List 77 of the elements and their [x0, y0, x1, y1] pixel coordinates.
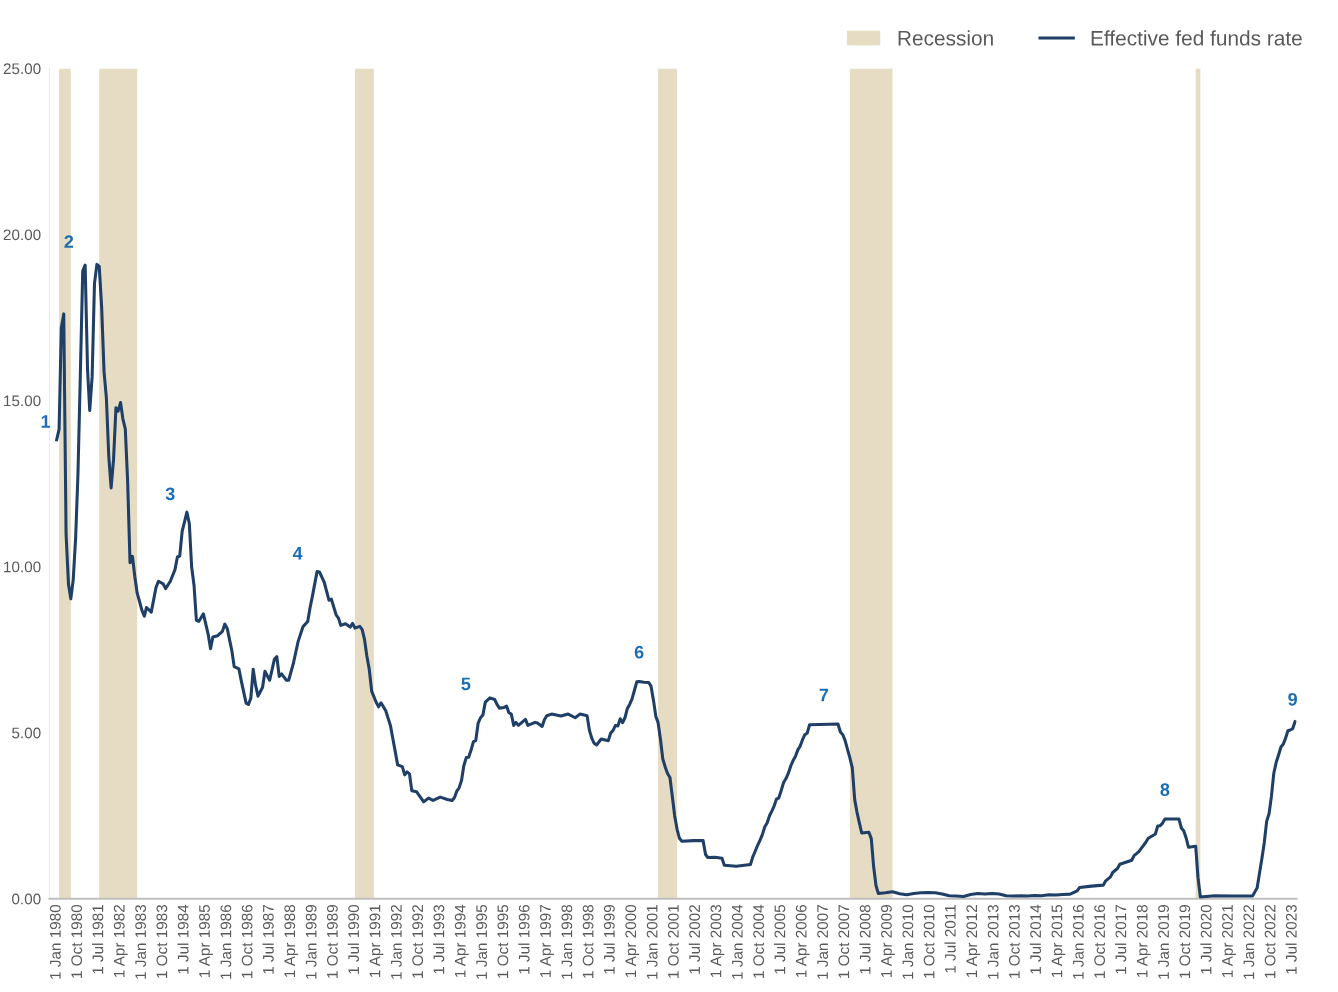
x-tick-label: 1 Jul 1996 — [518, 904, 530, 974]
x-tick-label: 1 Jul 1993 — [433, 904, 445, 974]
x-tick-label: 1 Oct 1998 — [582, 904, 594, 978]
x-tick-label: 1 Jan 2016 — [1072, 904, 1084, 979]
x-tick-label: 1 Jan 1986 — [220, 904, 232, 979]
x-tick-label: 1 Jul 2020 — [1200, 904, 1212, 974]
x-tick-label: 1 Jul 1999 — [603, 905, 615, 974]
x-tick-label: 1 Jan 2022 — [1243, 905, 1255, 979]
annotation: 9 — [1288, 692, 1297, 706]
x-tick-label: 1 Jul 1984 — [177, 904, 189, 974]
annotation: 8 — [1160, 783, 1170, 797]
x-tick-label: 1 Jul 1990 — [347, 904, 360, 974]
x-tick-label: 1 Apr 2015 — [1051, 904, 1066, 978]
x-tick-label: 1 Jul 2011 — [944, 905, 956, 973]
x-tick-label: 1 Oct 2001 — [667, 905, 679, 978]
annotation: 6 — [634, 645, 644, 659]
x-tick-label: 1 Jul 1987 — [262, 905, 274, 974]
x-tick-label: 1 Oct 2016 — [1094, 904, 1106, 978]
x-tick-label: 1 Oct 2013 — [1008, 904, 1020, 978]
x-tick-label: 1 Jul 2017 — [1115, 905, 1127, 974]
annotation: 5 — [461, 677, 471, 691]
x-tick-label: 1 Apr 1997 — [540, 905, 554, 978]
line-series — [55, 262, 1297, 899]
x-tick-label: 1 Jan 1998 — [561, 904, 573, 979]
annotation: 3 — [165, 487, 175, 501]
x-tick-label: 1 Oct 1989 — [326, 905, 338, 978]
x-tick-label: 1 Oct 2022 — [1264, 905, 1276, 978]
x-tick-label: 1 Jul 2014 — [1029, 904, 1042, 974]
x-tick-label: 1 Jul 1981 — [92, 905, 104, 974]
x-tick-label: 1 Oct 1995 — [497, 904, 509, 978]
x-tick-label: 1 Apr 2000 — [625, 904, 640, 978]
x-tick-label: 1 Jul 2005 — [774, 904, 786, 974]
y-tick-label: 25.00 — [3, 63, 41, 75]
y-tick-label: 0.00 — [12, 893, 41, 905]
x-tick-label: 1 Jan 2007 — [817, 905, 828, 979]
x-tick-label: 1 Jan 1992 — [390, 905, 402, 979]
x-tick-label: 1 Oct 2007 — [838, 905, 850, 978]
x-tick-label: 1 Oct 1992 — [412, 905, 424, 978]
y-tick-label: 20.00 — [3, 229, 41, 241]
x-tick-label: 1 Apr 2021 — [1222, 905, 1236, 978]
x-tick-label: 1 Jul 2002 — [688, 905, 701, 974]
y-tick-label: 10.00 — [4, 561, 41, 573]
y-tick-label: 5.00 — [12, 727, 41, 739]
x-tick-label: 1 Oct 2004 — [753, 904, 765, 978]
x-tick-label: 1 Apr 1994 — [454, 904, 469, 978]
x-tick-label: 1 Jan 2010 — [902, 904, 914, 979]
annotation: 1 — [41, 415, 51, 428]
x-tick-label: 1 Oct 1980 — [71, 904, 83, 978]
x-tick-label: 1 Apr 1985 — [199, 904, 213, 978]
annotation: 2 — [64, 235, 74, 248]
legend-label: Recession — [898, 30, 993, 46]
x-tick-label: 1 Oct 2019 — [1179, 905, 1191, 978]
x-tick-label: 1 Apr 2012 — [966, 905, 981, 978]
x-tick-label: 1 Jan 1980 — [49, 904, 61, 979]
x-tick-label: 1 Jan 2013 — [987, 904, 999, 979]
y-tick-label: 15.00 — [4, 395, 41, 407]
x-tick-label: 1 Jan 2004 — [731, 904, 743, 979]
annotation: 7 — [819, 688, 829, 702]
x-tick-label: 1 Oct 2010 — [923, 904, 935, 978]
x-tick-label: 1 Oct 1986 — [241, 904, 253, 978]
x-tick-label: 1 Jul 2008 — [859, 904, 871, 974]
x-tick-label: 1 Apr 2009 — [881, 905, 895, 978]
x-tick-label: 1 Apr 1988 — [284, 904, 299, 978]
x-tick-label: 1 Oct 1983 — [156, 904, 168, 978]
x-tick-label: 1 Apr 2006 — [795, 904, 810, 978]
x-tick-label: 1 Jan 1989 — [305, 905, 317, 979]
legend-label: Effective fed funds rate — [1091, 30, 1302, 46]
x-tick-label: 1 Jul 2023 — [1285, 904, 1297, 974]
x-tick-label: 1 Jan 2019 — [1158, 905, 1169, 979]
x-tick-label: 1 Apr 1982 — [113, 905, 128, 978]
x-tick-label: 1 Jan 2001 — [646, 905, 658, 979]
x-tick-label: 1 Apr 1991 — [369, 905, 384, 978]
x-tick-label: 1 Apr 2018 — [1136, 904, 1151, 978]
x-tick-label: 1 Apr 2003 — [710, 904, 725, 978]
x-tick-label: 1 Jan 1983 — [135, 904, 147, 979]
annotation: 4 — [292, 547, 303, 560]
x-tick-label: 1 Jan 1995 — [476, 904, 488, 979]
